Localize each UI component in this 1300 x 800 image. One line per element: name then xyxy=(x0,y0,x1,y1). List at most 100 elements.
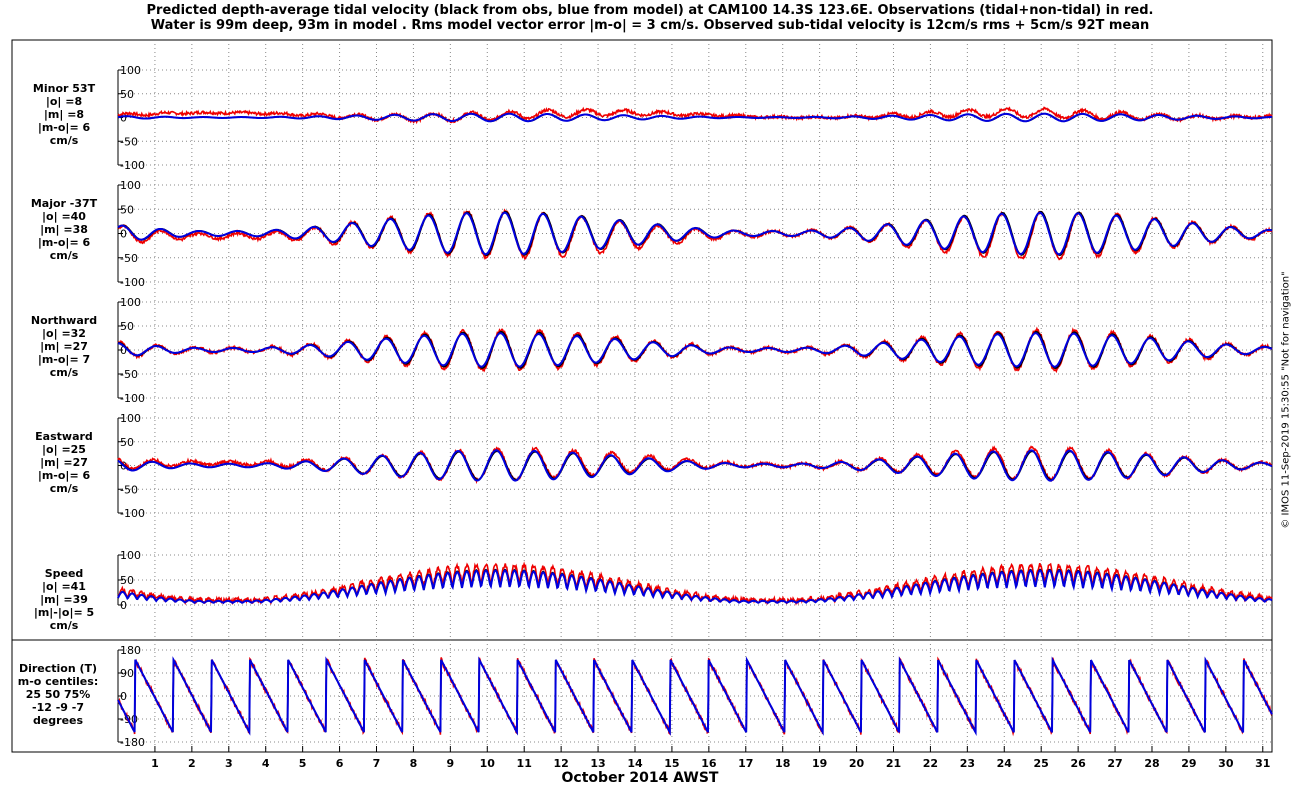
y-tick-label: 100 xyxy=(120,296,141,309)
y-tick-label: 100 xyxy=(120,549,141,562)
y-tick-label: -50 xyxy=(120,368,138,381)
x-tick-label: 9 xyxy=(447,757,455,770)
direction-model-line xyxy=(117,656,1273,737)
x-tick-label: 30 xyxy=(1218,757,1234,770)
panel-label-line: |m| =27 xyxy=(40,456,88,469)
panel-label-line: cm/s xyxy=(50,366,79,379)
major-model-line xyxy=(117,211,1273,256)
footer-note: © IMOS 11-Sep-2019 15:30:55 "Not for nav… xyxy=(1280,271,1292,529)
y-tick-label: 0 xyxy=(120,599,127,612)
speed-model-line xyxy=(117,569,1273,605)
y-tick-label: 90 xyxy=(120,667,134,680)
panel-label-line: |m-o|= 6 xyxy=(38,121,91,134)
panel-label-line: |m-o|= 6 xyxy=(38,469,91,482)
panel-label-line: |m| =38 xyxy=(40,223,88,236)
panel-label-line: degrees xyxy=(33,714,84,727)
x-tick-label: 27 xyxy=(1107,757,1122,770)
y-tick-label: -50 xyxy=(120,483,138,496)
northward-model-line xyxy=(117,332,1273,368)
panel-label-line: Minor 53T xyxy=(33,82,96,95)
panel-label-line: |o| =40 xyxy=(42,210,86,223)
x-tick-label: 26 xyxy=(1070,757,1086,770)
eastward-model-line xyxy=(117,449,1273,482)
x-axis-label: October 2014 AWST xyxy=(562,770,719,786)
panel-label-line: cm/s xyxy=(50,249,79,262)
panel-label-line: Major -37T xyxy=(31,197,98,210)
panel-label-line: |o| =32 xyxy=(42,327,86,340)
x-tick-label: 3 xyxy=(225,757,233,770)
x-tick-label: 10 xyxy=(480,757,496,770)
panel-label-line: |m| =39 xyxy=(40,593,88,606)
x-tick-label: 20 xyxy=(849,757,865,770)
x-tick-label: 2 xyxy=(188,757,196,770)
figure-frame xyxy=(11,39,1273,753)
y-tick-label: -100 xyxy=(120,507,145,520)
panel-label-line: 25 50 75% xyxy=(26,688,91,701)
x-tick-label: 17 xyxy=(738,757,753,770)
x-tick-label: 23 xyxy=(960,757,975,770)
x-tick-label: 11 xyxy=(517,757,532,770)
panel-label-line: |m| =27 xyxy=(40,340,88,353)
panel-label-line: |o| =41 xyxy=(42,580,86,593)
y-tick-label: 50 xyxy=(120,320,134,333)
speed-observed_total-line xyxy=(117,561,1273,606)
y-tick-label: 100 xyxy=(120,64,141,77)
x-tick-label: 14 xyxy=(627,757,643,770)
x-tick-label: 12 xyxy=(553,757,568,770)
y-tick-label: -100 xyxy=(120,276,145,289)
y-tick-label: -50 xyxy=(120,135,138,148)
panel-label-line: |m| =8 xyxy=(44,108,84,121)
panel-label-line: Eastward xyxy=(35,430,93,443)
panel-label-line: -12 -9 -7 xyxy=(32,701,84,714)
x-tick-label: 7 xyxy=(373,757,381,770)
y-tick-label: 50 xyxy=(120,574,134,587)
y-tick-label: 50 xyxy=(120,88,134,101)
y-tick-label: 0 xyxy=(120,690,127,703)
panel-label-line: cm/s xyxy=(50,482,79,495)
panel-label-line: |o| =8 xyxy=(46,95,82,108)
panel-label-line: |m-o|= 7 xyxy=(38,353,90,366)
panel-label-line: |m|-|o|= 5 xyxy=(34,606,94,619)
panel-label-line: Direction (T) xyxy=(19,662,97,675)
panel-label-line: m-o centiles: xyxy=(18,675,98,688)
chart-title-line-1: Predicted depth-average tidal velocity (… xyxy=(146,3,1154,18)
x-tick-label: 6 xyxy=(336,757,344,770)
chart-title-line-2: Water is 99m deep, 93m in model . Rms mo… xyxy=(150,18,1150,33)
y-tick-label: -180 xyxy=(120,736,145,749)
x-tick-label: 13 xyxy=(590,757,605,770)
x-tick-label: 4 xyxy=(262,757,270,770)
x-tick-label: 31 xyxy=(1255,757,1270,770)
x-tick-label: 19 xyxy=(812,757,827,770)
panel-label-line: Speed xyxy=(45,567,84,580)
panel-label-line: Northward xyxy=(31,314,97,327)
y-tick-label: -100 xyxy=(120,159,145,172)
x-tick-label: 15 xyxy=(664,757,679,770)
y-tick-label: -100 xyxy=(120,392,145,405)
y-tick-label: 180 xyxy=(120,644,141,657)
y-tick-label: 0 xyxy=(120,344,127,357)
y-tick-label: 50 xyxy=(120,203,134,216)
panel-label-line: cm/s xyxy=(50,134,79,147)
x-tick-label: 18 xyxy=(775,757,790,770)
x-tick-label: 29 xyxy=(1181,757,1196,770)
x-tick-label: 5 xyxy=(299,757,307,770)
panel-label-line: cm/s xyxy=(50,619,79,632)
panel-label-line: |o| =25 xyxy=(42,443,86,456)
minor-model-line xyxy=(117,112,1272,123)
y-tick-label: 100 xyxy=(120,179,141,192)
x-tick-label: 1 xyxy=(151,757,159,770)
x-tick-label: 24 xyxy=(997,757,1013,770)
x-tick-label: 8 xyxy=(410,757,418,770)
x-tick-label: 21 xyxy=(886,757,901,770)
y-tick-label: 0 xyxy=(120,228,127,241)
x-tick-label: 22 xyxy=(923,757,938,770)
y-tick-label: -50 xyxy=(120,252,138,265)
y-tick-label: 50 xyxy=(120,436,134,449)
x-tick-label: 28 xyxy=(1144,757,1159,770)
y-tick-label: 100 xyxy=(120,412,141,425)
panel-label-line: |m-o|= 6 xyxy=(38,236,91,249)
x-tick-label: 16 xyxy=(701,757,717,770)
x-tick-label: 25 xyxy=(1034,757,1049,770)
minor-observed_total-line xyxy=(117,106,1273,125)
